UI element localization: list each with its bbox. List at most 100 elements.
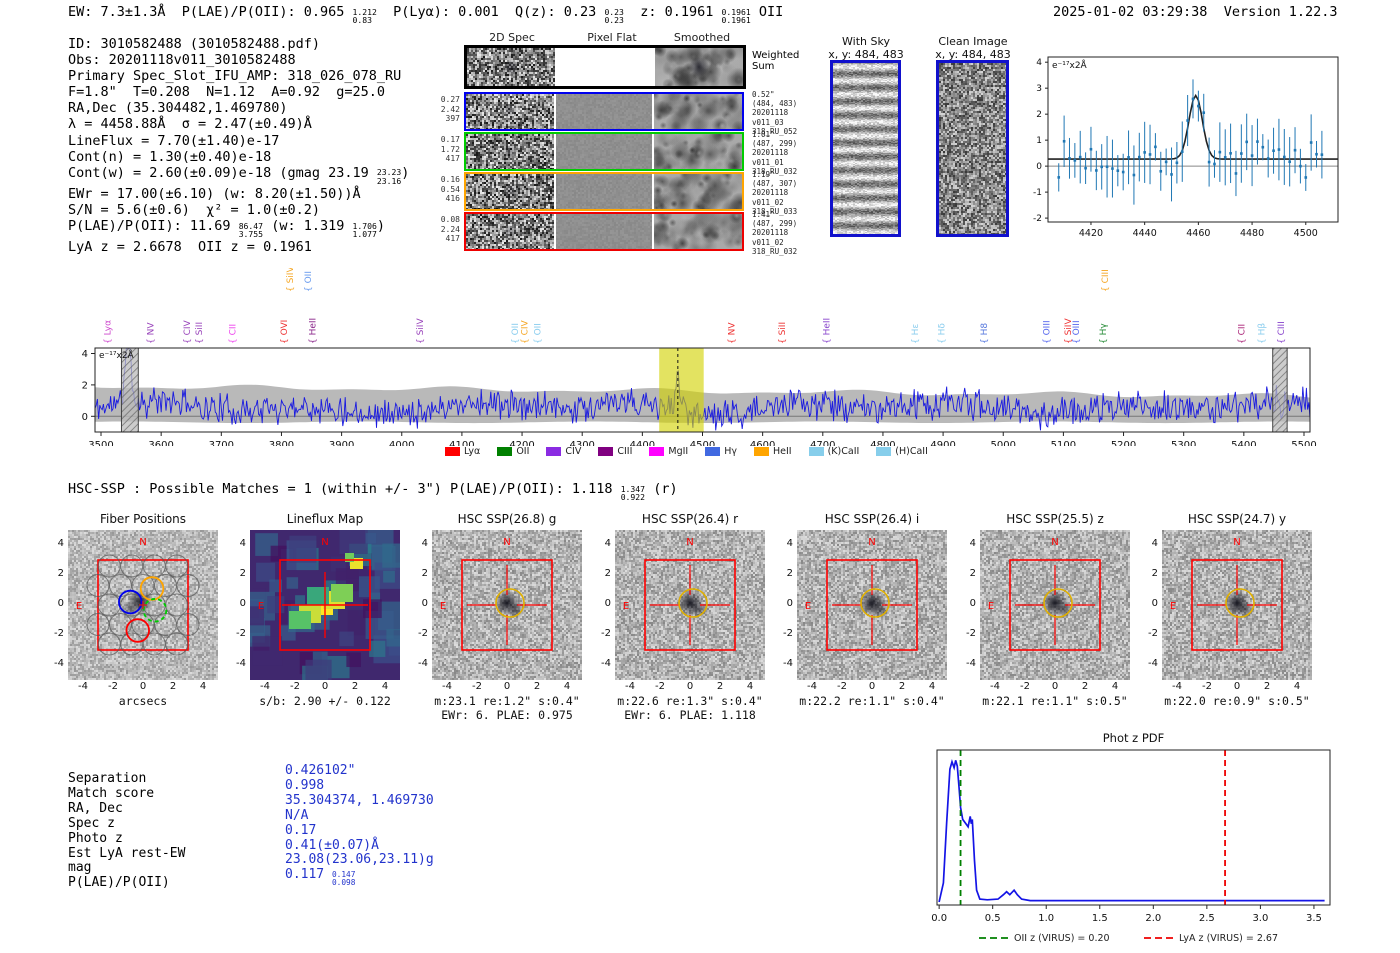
svg-text:2.0: 2.0 <box>1145 913 1161 924</box>
spec2d-row-right-labels: 1.41" (487, 299) 20201118 v011_02 318_RU… <box>752 210 798 256</box>
match-table-value: 0.117 0.147 0.098 <box>285 867 356 888</box>
svg-text:e⁻¹⁷x2Å: e⁻¹⁷x2Å <box>1052 59 1088 71</box>
cutout-caption: arcsecs <box>118 694 168 708</box>
cutout-xtick: -2 <box>1202 681 1212 692</box>
cutout-title: Fiber Positions <box>99 512 187 526</box>
svg-text:3600: 3600 <box>148 440 173 446</box>
legend-label: HeII <box>773 446 792 457</box>
svg-text:4400: 4400 <box>630 440 655 446</box>
cutout-xtick: 0 <box>503 681 511 692</box>
cutout-ytick: 0 <box>604 598 611 609</box>
svg-text:E: E <box>805 601 811 612</box>
inset-line-fit-plot: -2 -1 0 1 2 3 4 4420 4440 4460 4480 4500 e⁻¹⁷x2Å <box>1033 56 1339 239</box>
cutout-xtick: -2 <box>472 681 482 692</box>
spec2d-row-right-labels: 1.01" (487, 299) 20201118 v011_01 318_RU… <box>752 130 798 176</box>
cutout-xtick: 0 <box>686 681 694 692</box>
spec2d-row-pixelflat <box>556 174 652 209</box>
cutout-panel-lineflux-1: Lineflux Map N E -4 -4 -2 -2 0 0 2 2 4 4 s/b: 2.90 +/… <box>224 512 426 724</box>
weighted-sum-label: Weighted Sum <box>752 50 800 72</box>
spec2d-row-2dspec <box>466 214 554 249</box>
cutout-image-canvas <box>615 530 765 680</box>
spectral-line-label: { H8 <box>980 323 990 344</box>
legend-label: CIV <box>565 446 582 457</box>
svg-text:N: N <box>686 537 693 548</box>
cutout-xtick: -2 <box>1020 681 1030 692</box>
info-id: ID: 3010582488 (3010582488.pdf) <box>68 36 320 52</box>
cutout-title: HSC SSP(25.5) z <box>1006 512 1104 526</box>
cutout-ytick: 2 <box>969 568 976 579</box>
legend-swatch <box>705 447 721 456</box>
cutout-ytick: 2 <box>239 568 246 579</box>
svg-text:2.5: 2.5 <box>1199 913 1215 924</box>
legend-swatch <box>649 447 665 456</box>
svg-text:4900: 4900 <box>930 440 955 446</box>
legend-label: (K)CaII <box>827 446 860 457</box>
svg-text:4000: 4000 <box>389 440 414 446</box>
cutout-ytick: -2 <box>1148 628 1158 639</box>
svg-text:4460: 4460 <box>1186 228 1210 239</box>
cutout-panel-image-5: HSC SSP(25.5) z N E -4 -4 -2 -2 0 0 2 2 4 4 m:22.1 re… <box>954 512 1156 724</box>
svg-text:E: E <box>623 601 629 612</box>
svg-text:3900: 3900 <box>329 440 354 446</box>
spectral-line-label: { NV <box>146 322 156 344</box>
svg-text:0.0: 0.0 <box>931 913 947 924</box>
cutout-title: HSC SSP(26.4) i <box>824 512 920 526</box>
cutout-ytick: -4 <box>966 658 976 669</box>
cutout-ytick: 2 <box>57 568 64 579</box>
spectral-line-label: { Hε <box>911 324 921 344</box>
spectral-line-label: { CIII <box>1101 269 1111 292</box>
cutout-ytick: -4 <box>54 658 64 669</box>
spectral-line-label: { CII <box>229 324 239 344</box>
spec2d-row-left-labels: 0.08 2.24 417 <box>440 215 460 243</box>
cutout-xtick: -4 <box>260 681 270 692</box>
spec2d-row-pixelflat <box>556 214 652 249</box>
cutout-image-canvas <box>432 530 582 680</box>
spec2d-row-right-labels: 0.52" (484, 483) 20201118 v011_03 318_RU… <box>752 90 798 136</box>
with-sky-image <box>830 60 901 237</box>
cutout-ytick: 4 <box>1151 538 1158 549</box>
legend-item: CIV <box>546 446 581 457</box>
cutout-image-canvas <box>797 530 947 680</box>
spec2d-row <box>464 92 744 131</box>
svg-text:4100: 4100 <box>449 440 474 446</box>
clean-image-title-text: Clean Image <box>938 35 1008 48</box>
cutout-xtick: 0 <box>1233 681 1241 692</box>
cutout-ytick: -4 <box>418 658 428 669</box>
match-table-label: Photo z <box>68 830 123 846</box>
cutout-caption: m:22.1 re:1.1" s:0.5" <box>982 694 1128 708</box>
with-sky-title-text: With Sky <box>842 35 890 48</box>
legend-label: (H)CaII <box>895 446 928 457</box>
cutout-xtick: -4 <box>990 681 1000 692</box>
cutout-panel-image-6: HSC SSP(24.7) y N E -4 -4 -2 -2 0 0 2 2 4 4 m:22.0 re… <box>1136 512 1338 724</box>
svg-text:4600: 4600 <box>750 440 775 446</box>
spectral-line-label: { Hγ <box>1099 323 1109 344</box>
match-table-value: 35.304374, 1.469730 <box>285 792 434 808</box>
clean-image-coords: x, y: 484, 483 <box>935 47 1011 61</box>
hsc-match-summary: HSC-SSP : Possible Matches = 1 (within +… <box>68 481 678 503</box>
cutout-xtick: 4 <box>746 681 754 692</box>
detection-info-block: ID: 3010582488 (3010582488.pdf) Obs: 202… <box>68 36 409 255</box>
legend-swatch <box>876 447 892 456</box>
spec2d-row-right-labels: 1.19" (487, 307) 20201118 v011_02 318_RU… <box>752 170 798 216</box>
with-sky-canvas <box>833 63 898 234</box>
spectral-line-label: { SiII <box>778 322 788 344</box>
match-table-labels: Separation Match score RA, Dec Spec z Photo … <box>68 771 185 891</box>
cutout-caption: m:22.6 re:1.3" s:0.4" <box>617 694 763 708</box>
info-lya-oii-z: LyA z = 2.6678 OII z = 0.1961 <box>68 238 312 255</box>
cutout-overlay: NE <box>76 537 200 656</box>
svg-text:0: 0 <box>1036 162 1042 172</box>
svg-text:4500: 4500 <box>1294 228 1318 239</box>
cutout-ytick: 0 <box>239 598 246 609</box>
svg-text:4200: 4200 <box>509 440 534 446</box>
report-datetime: 2025-01-02 03:29:38 <box>1053 4 1208 20</box>
spec2d-row-smoothed <box>654 134 742 169</box>
svg-text:0.5: 0.5 <box>985 913 1001 924</box>
cutout-ytick: 0 <box>57 598 64 609</box>
svg-text:-1: -1 <box>1033 188 1042 198</box>
cutout-panel-fiber-0: Fiber Positions N E -4 -4 -2 -2 0 0 2 2 4 4 arcsecs <box>42 512 244 724</box>
svg-text:0: 0 <box>82 412 88 423</box>
spec2d-weighted-flat <box>557 48 653 86</box>
svg-text:E: E <box>988 601 994 612</box>
spectral-line-label: { Hδ <box>937 323 947 344</box>
cutout-ytick: -4 <box>1148 658 1158 669</box>
